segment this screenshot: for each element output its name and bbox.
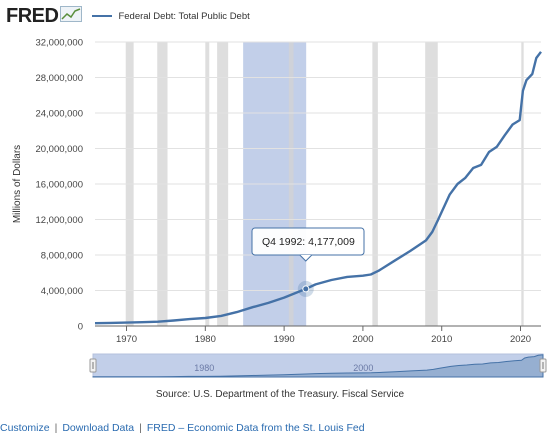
x-tick-label: 1970 [116,334,137,345]
x-tick-label: 1980 [195,334,216,345]
y-tick-label: 24,000,000 [35,109,83,120]
y-tick-label: 32,000,000 [35,38,83,49]
footer-links: Customize | Download Data | FRED – Economic … [0,422,365,434]
navigator-label: 1980 [194,363,214,373]
y-tick-label: 4,000,000 [41,286,83,297]
x-tick-label: 2000 [352,334,373,345]
footer-separator: | [139,422,142,434]
navigator-label: 2000 [353,363,373,373]
series-line[interactable] [94,51,542,325]
y-tick-label: 20,000,000 [35,144,83,155]
navigator-series [92,354,544,378]
y-tick-label: 28,000,000 [35,73,83,84]
navigator: 1980 2000 [89,353,547,378]
line-chart-icon [60,5,83,27]
chart-header: FRED Federal Debt: Total Public Debt [6,4,250,28]
legend-swatch [92,15,113,17]
customize-link[interactable]: Customize [0,422,50,434]
source-note: Source: U.S. Department of the Treasury.… [155,389,405,400]
download-data-link[interactable]: Download Data [62,422,135,434]
y-tick-label: 16,000,000 [35,180,83,191]
y-axis-title: Millions of Dollars [12,145,23,223]
y-tick-label: 12,000,000 [35,215,83,226]
tooltip-pointer [299,254,313,262]
fred-home-link[interactable]: FRED – Economic Data from the St. Louis … [146,422,365,434]
x-axis-ticks: 1970 1980 1990 2000 2010 2020 [116,326,531,345]
x-tick-label: 2010 [431,334,452,345]
tooltip: Q4 1992: 4,177,009 [251,227,365,297]
x-tick-label: 1990 [274,334,295,345]
footer-separator: | [54,422,58,434]
y-axis-ticks: 0 4,000,000 8,000,000 12,000,000 16,000,000 2… [35,38,83,333]
legend-label: Federal Debt: Total Public Debt [118,10,250,22]
tooltip-text: Q4 1992: 4,177,009 [262,236,355,248]
hover-point[interactable] [302,285,310,293]
y-tick-label: 0 [78,322,83,333]
x-tick-label: 2020 [510,334,531,345]
series-lines [94,51,542,325]
y-tick-label: 8,000,000 [41,251,83,262]
fred-logo[interactable]: FRED [6,4,59,27]
gridlines [95,41,541,327]
